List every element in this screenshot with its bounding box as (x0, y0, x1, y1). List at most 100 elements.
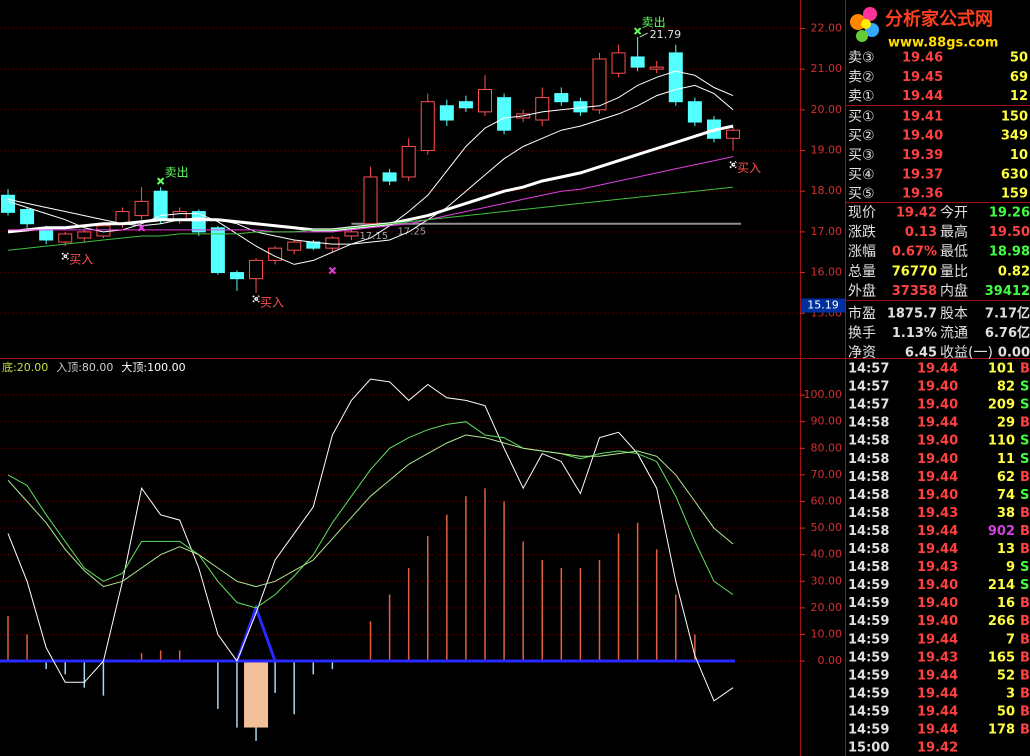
book-price: 19.36 (902, 187, 943, 202)
trade-side: S (1020, 488, 1029, 503)
quote-value: 1875.7 (887, 307, 937, 322)
trade-time: 14:59 (848, 650, 889, 665)
trade-price: 19.44 (917, 416, 958, 431)
trade-side: S (1020, 434, 1029, 449)
trade-time: 14:58 (848, 416, 889, 431)
trade-time: 14:57 (848, 362, 889, 377)
price-tag (801, 298, 845, 313)
quote-value: 19.42 (896, 206, 937, 221)
logo: 分析家公式网 www.88gs.com (850, 7, 998, 51)
trade-volume: 214 (988, 578, 1015, 593)
book-price: 19.41 (902, 109, 943, 124)
trade-volume: 165 (988, 650, 1015, 665)
book-label: 买③ (848, 148, 875, 164)
trade-price: 19.44 (917, 362, 958, 377)
signal-cross (729, 160, 737, 169)
book-volume: 10 (1010, 148, 1028, 163)
signal-cross (61, 252, 69, 260)
candle-body (134, 200, 149, 217)
trade-price: 19.40 (917, 578, 958, 593)
trade-time: 14:58 (848, 452, 889, 467)
trade-volume: 266 (988, 614, 1015, 629)
candle-body (592, 58, 607, 111)
book-volume: 349 (1001, 129, 1028, 144)
quote-value: 6.45 (905, 346, 937, 361)
quote-label: 最低 (940, 244, 968, 260)
trade-side: S (1020, 398, 1029, 413)
y-tick-label: 19.00 (811, 144, 843, 157)
trade-price: 19.44 (917, 524, 958, 539)
signal-label: 买入 (69, 253, 93, 267)
trade-side: B (1020, 470, 1030, 485)
trade-price: 19.43 (917, 560, 958, 575)
y-tick-label: 30.00 (811, 574, 843, 587)
trade-side: B (1020, 668, 1030, 683)
signal-label: 买入 (737, 161, 761, 175)
trade-price: 19.43 (917, 506, 958, 521)
trade-side: B (1020, 686, 1030, 701)
trade-side: S (1020, 578, 1029, 593)
trade-side: S (1020, 560, 1029, 575)
indicator-legend: 大顶:100.00 (121, 360, 185, 374)
trade-volume: 9 (1006, 560, 1015, 575)
y-tick-label: 70.00 (811, 468, 843, 481)
candle-body (229, 272, 244, 280)
signal-label: 买入 (260, 295, 284, 309)
trade-side: B (1020, 723, 1030, 738)
quote-value: 76770 (892, 264, 937, 279)
logo-title: 分析家公式网 (885, 8, 993, 30)
y-tick-label: 20.00 (811, 103, 843, 116)
y-tick-label: 50.00 (811, 521, 843, 534)
cross-mark (137, 224, 146, 232)
book-volume: 69 (1010, 70, 1028, 85)
trade-price: 19.40 (917, 380, 958, 395)
book-price: 19.37 (902, 167, 943, 182)
y-tick-label: 0.00 (818, 654, 843, 667)
trade-side: B (1020, 614, 1030, 629)
trade-volume: 110 (988, 434, 1015, 449)
trade-volume: 29 (997, 416, 1015, 431)
candle-body (573, 101, 588, 113)
candle-body (687, 101, 702, 123)
trade-volume: 82 (997, 380, 1015, 395)
high-label: 21.79 (650, 28, 682, 41)
trade-side: B (1020, 506, 1030, 521)
trade-volume: 11 (997, 452, 1015, 467)
quote-label: 换手 (848, 325, 876, 342)
trade-volume: 13 (997, 542, 1015, 557)
y-tick-label: 16.00 (811, 266, 843, 279)
trade-side: B (1020, 362, 1030, 377)
quote-label: 收益(一) (940, 345, 993, 361)
candle-body (325, 237, 340, 249)
indicator-line (7, 421, 734, 609)
trade-volume: 62 (997, 470, 1015, 485)
y-tick-label: 22.00 (811, 21, 843, 34)
logo-url: www.88gs.com (888, 36, 998, 51)
book-label: 买⑤ (848, 186, 875, 202)
trade-time: 14:58 (848, 506, 889, 521)
y-tick-label: 40.00 (811, 548, 843, 561)
trade-side: S (1020, 452, 1029, 467)
y-tick-label: 80.00 (811, 441, 843, 454)
quote-value: 0.67% (892, 245, 937, 260)
trade-price: 19.40 (917, 596, 958, 611)
indicator-legend: 底:20.00 (2, 360, 48, 374)
book-volume: 50 (1010, 51, 1028, 66)
trade-price: 19.43 (917, 650, 958, 665)
candle-body (210, 227, 225, 274)
quote-label: 总量 (848, 264, 876, 280)
trade-time: 14:59 (848, 578, 889, 593)
candle-body (611, 52, 626, 74)
candle-body (77, 231, 92, 239)
trade-price: 19.40 (917, 488, 958, 503)
quote-label: 涨跌 (848, 225, 876, 241)
quote-label: 今开 (940, 205, 968, 221)
quote-value: 6.76亿 (985, 325, 1030, 341)
y-tick-label: 100.00 (804, 388, 843, 401)
trade-time: 14:59 (848, 668, 889, 683)
trade-volume: 16 (997, 596, 1015, 611)
trade-side: B (1020, 632, 1030, 647)
trade-price: 19.44 (917, 470, 958, 485)
book-price: 19.45 (902, 70, 943, 85)
